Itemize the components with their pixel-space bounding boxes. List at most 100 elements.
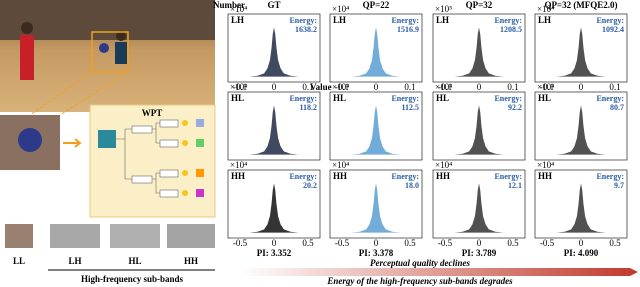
- energy-label: Energy:: [596, 16, 624, 25]
- row-label: LH: [231, 15, 244, 25]
- histogram: [556, 27, 606, 77]
- thumb-hh: [167, 224, 215, 248]
- energy-label: Energy:: [289, 94, 317, 103]
- energy-label: Energy:: [494, 16, 522, 25]
- x-tick-label: -0.5: [335, 238, 350, 248]
- energy-value: 1208.5: [500, 25, 522, 34]
- plot-frame: [534, 91, 628, 161]
- x-tick-label: 0.1: [507, 82, 518, 92]
- pi-label: PI: 3.378: [359, 248, 394, 258]
- plot-frame: [432, 169, 526, 239]
- histogram: [351, 183, 401, 233]
- energy-label: Energy:: [494, 94, 522, 103]
- x-tick-label: -0.5: [438, 238, 453, 248]
- row-label: HL: [436, 93, 449, 103]
- x-tick-label: -0.1: [540, 82, 554, 92]
- histogram: [454, 27, 504, 77]
- histogram: [249, 27, 299, 77]
- energy-value: 12.1: [508, 181, 522, 190]
- plot-frame: [534, 169, 628, 239]
- energy-label: Energy:: [596, 172, 624, 181]
- x-tick-label: 0: [579, 238, 584, 248]
- energy-value: 118.2: [299, 103, 317, 112]
- scale: ×10⁴: [230, 160, 247, 170]
- energy-value: 1638.2: [295, 25, 317, 34]
- scale: ×10⁴: [230, 4, 247, 14]
- wpt-title: WPT: [142, 108, 163, 118]
- scale: ×10⁴: [332, 82, 349, 92]
- x-tick-label: 0.5: [404, 238, 416, 248]
- x-tick-label: 0: [272, 238, 277, 248]
- energy-value: 20.2: [303, 181, 317, 190]
- subband-label: HH: [184, 256, 198, 266]
- row-label: HH: [333, 171, 347, 181]
- x-tick-label: -0.5: [540, 238, 555, 248]
- energy-label: Energy:: [289, 16, 317, 25]
- energy-value: 80.7: [610, 103, 624, 112]
- subband-label: HL: [128, 256, 141, 266]
- column-title: QP=32: [466, 0, 493, 10]
- row-label: HL: [231, 93, 244, 103]
- x-tick-label: 0: [374, 82, 379, 92]
- x-tick-label: 0: [374, 238, 379, 248]
- x-tick-label: 0: [477, 82, 482, 92]
- photo: [0, 0, 215, 112]
- energy-value: 92.2: [508, 103, 522, 112]
- scale: ×10⁴: [230, 82, 247, 92]
- energy-label: Energy:: [596, 94, 624, 103]
- x-tick-label: 0.1: [609, 82, 620, 92]
- wpt-tree: [116, 119, 179, 198]
- row-label: HH: [231, 171, 245, 181]
- row-label: LH: [436, 15, 449, 25]
- energy-label: Energy:: [391, 16, 419, 25]
- pi-label: PI: 4.090: [564, 248, 599, 258]
- x-axis-label: Value: [310, 82, 332, 92]
- arrow: [63, 138, 82, 148]
- scale: ×10⁴: [435, 160, 452, 170]
- x-tick-label: 0.5: [609, 238, 621, 248]
- histogram: [454, 183, 504, 233]
- wpt-box: [89, 104, 216, 218]
- footer-text: Perceptual quality declines: [370, 258, 470, 268]
- plot-frame: [329, 91, 423, 161]
- caption: High-frequency sub-bands: [81, 274, 184, 284]
- energy-value: 9.7: [614, 181, 624, 190]
- scale: ×10⁴: [537, 160, 554, 170]
- row-label: HH: [436, 171, 450, 181]
- zoom-line: [59, 71, 129, 116]
- histogram: [249, 183, 299, 233]
- energy-value: 112.5: [401, 103, 419, 112]
- x-tick-label: 0.1: [302, 82, 313, 92]
- subband-label: LL: [13, 256, 25, 266]
- x-tick-label: -0.5: [233, 238, 248, 248]
- column-title: QP=22: [363, 0, 390, 10]
- footer-text: Energy of the high-frequency sub-bands d…: [326, 276, 513, 286]
- energy-label: Energy:: [391, 94, 419, 103]
- plot-frame: [432, 13, 526, 83]
- scale: ×10⁴: [435, 82, 452, 92]
- row-label: LH: [333, 15, 346, 25]
- histogram: [249, 105, 299, 155]
- plot-frame: [432, 91, 526, 161]
- thumb-hl: [110, 224, 160, 248]
- histogram: [556, 183, 606, 233]
- energy-value: 1092.4: [602, 25, 624, 34]
- scale: ×10⁴: [332, 4, 349, 14]
- histogram: [556, 105, 606, 155]
- row-label: HL: [538, 93, 551, 103]
- histogram: [351, 105, 401, 155]
- energy-value: 1516.9: [397, 25, 419, 34]
- wpt-outputs: [182, 119, 204, 197]
- plot-frame: [227, 169, 321, 239]
- plot-frame: [329, 169, 423, 239]
- energy-label: Energy:: [391, 172, 419, 181]
- energy-value: 18.0: [405, 181, 419, 190]
- crop-ball: [18, 128, 42, 152]
- x-tick-label: 0: [579, 82, 584, 92]
- wpt-node: [98, 130, 116, 148]
- row-label: HH: [538, 171, 552, 181]
- scale: ×10⁵: [435, 4, 452, 14]
- column-title: GT: [267, 0, 280, 10]
- x-tick-label: 0: [272, 82, 277, 92]
